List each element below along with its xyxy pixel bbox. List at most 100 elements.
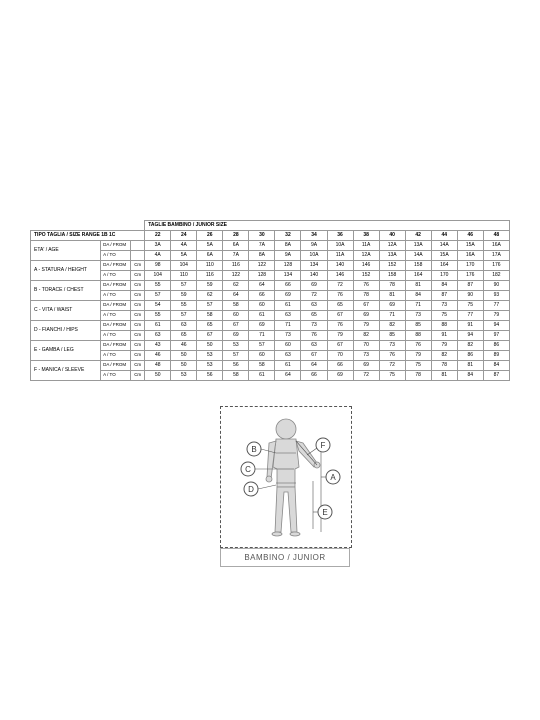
value-cell: 10A	[301, 251, 327, 261]
value-cell: 53	[171, 371, 197, 381]
value-cell: 176	[483, 261, 509, 271]
value-cell: 63	[301, 341, 327, 351]
value-cell: 84	[483, 361, 509, 371]
value-cell: 146	[353, 261, 379, 271]
value-cell: 71	[275, 321, 301, 331]
value-cell: 53	[197, 351, 223, 361]
value-cell: 85	[379, 331, 405, 341]
value-cell: 84	[431, 281, 457, 291]
letter-f: F	[307, 438, 330, 455]
range-title: TIPO TAGLIA / SIZE RANGE 1B 1C	[31, 231, 145, 241]
value-cell: 67	[327, 341, 353, 351]
figure-box: B C D F	[220, 406, 352, 548]
unit-cell: Cm	[131, 301, 145, 311]
value-cell: 72	[353, 371, 379, 381]
value-cell: 69	[275, 291, 301, 301]
unit-cell: Cm	[131, 281, 145, 291]
size-header: 34	[301, 231, 327, 241]
top-title: TAGLIE BAMBINO / JUNIOR SIZE	[145, 221, 510, 231]
value-cell: 76	[405, 341, 431, 351]
from-label: DA / FROM	[101, 261, 131, 271]
value-cell: 66	[327, 361, 353, 371]
value-cell: 14A	[431, 241, 457, 251]
value-cell: 79	[483, 311, 509, 321]
value-cell: 76	[301, 331, 327, 341]
value-cell: 67	[223, 321, 249, 331]
value-cell: 128	[249, 271, 275, 281]
to-label: A / TO	[101, 271, 131, 281]
value-cell: 85	[405, 321, 431, 331]
value-cell: 75	[431, 311, 457, 321]
value-cell: 69	[353, 311, 379, 321]
value-cell: 104	[171, 261, 197, 271]
value-cell: 75	[405, 361, 431, 371]
value-cell: 152	[379, 261, 405, 271]
value-cell: 67	[327, 311, 353, 321]
value-cell: 110	[171, 271, 197, 281]
value-cell: 72	[301, 291, 327, 301]
letter-d: D	[244, 482, 276, 496]
value-cell: 97	[483, 331, 509, 341]
value-cell: 53	[197, 361, 223, 371]
measure-label: C - VITA / WAIST	[31, 301, 101, 321]
from-label: DA / FROM	[101, 281, 131, 291]
body-figure: B C D F	[221, 407, 351, 547]
size-header: 42	[405, 231, 431, 241]
value-cell: 116	[197, 271, 223, 281]
value-cell: 164	[405, 271, 431, 281]
value-cell: 62	[197, 291, 223, 301]
value-cell: 66	[301, 371, 327, 381]
value-cell: 62	[223, 281, 249, 291]
value-cell: 6A	[197, 251, 223, 261]
letter-c-text: C	[245, 465, 251, 474]
value-cell: 78	[353, 291, 379, 301]
size-header: 46	[457, 231, 483, 241]
value-cell: 72	[327, 281, 353, 291]
value-cell: 78	[431, 361, 457, 371]
value-cell: 8A	[249, 251, 275, 261]
value-cell: 65	[197, 321, 223, 331]
value-cell: 81	[379, 291, 405, 301]
size-table: TAGLIE BAMBINO / JUNIOR SIZETIPO TAGLIA …	[30, 220, 510, 381]
value-cell: 65	[327, 301, 353, 311]
value-cell: 69	[327, 371, 353, 381]
value-cell: 79	[405, 351, 431, 361]
value-cell: 182	[483, 271, 509, 281]
value-cell: 78	[379, 281, 405, 291]
size-header: 30	[249, 231, 275, 241]
value-cell: 13A	[379, 251, 405, 261]
value-cell: 15A	[457, 241, 483, 251]
value-cell: 76	[327, 321, 353, 331]
value-cell: 5A	[171, 251, 197, 261]
value-cell: 57	[171, 311, 197, 321]
value-cell: 84	[457, 371, 483, 381]
to-label: A / TO	[101, 311, 131, 321]
letter-a-text: A	[330, 473, 336, 482]
value-cell: 90	[457, 291, 483, 301]
value-cell: 61	[249, 371, 275, 381]
value-cell: 55	[145, 311, 171, 321]
value-cell: 164	[431, 261, 457, 271]
value-cell: 140	[301, 271, 327, 281]
value-cell: 4A	[145, 251, 171, 261]
value-cell: 79	[327, 331, 353, 341]
value-cell: 75	[457, 301, 483, 311]
value-cell: 59	[197, 281, 223, 291]
value-cell: 58	[223, 371, 249, 381]
value-cell: 88	[431, 321, 457, 331]
measure-label: E - GAMBA / LEG	[31, 341, 101, 361]
value-cell: 58	[223, 301, 249, 311]
value-cell: 82	[379, 321, 405, 331]
size-header: 36	[327, 231, 353, 241]
unit-cell: Cm	[131, 321, 145, 331]
value-cell: 73	[353, 351, 379, 361]
value-cell: 17A	[483, 251, 509, 261]
value-cell: 5A	[197, 241, 223, 251]
size-header: 24	[171, 231, 197, 241]
value-cell: 55	[145, 281, 171, 291]
value-cell: 77	[457, 311, 483, 321]
value-cell: 110	[197, 261, 223, 271]
value-cell: 87	[483, 371, 509, 381]
value-cell: 67	[353, 301, 379, 311]
value-cell: 60	[223, 311, 249, 321]
